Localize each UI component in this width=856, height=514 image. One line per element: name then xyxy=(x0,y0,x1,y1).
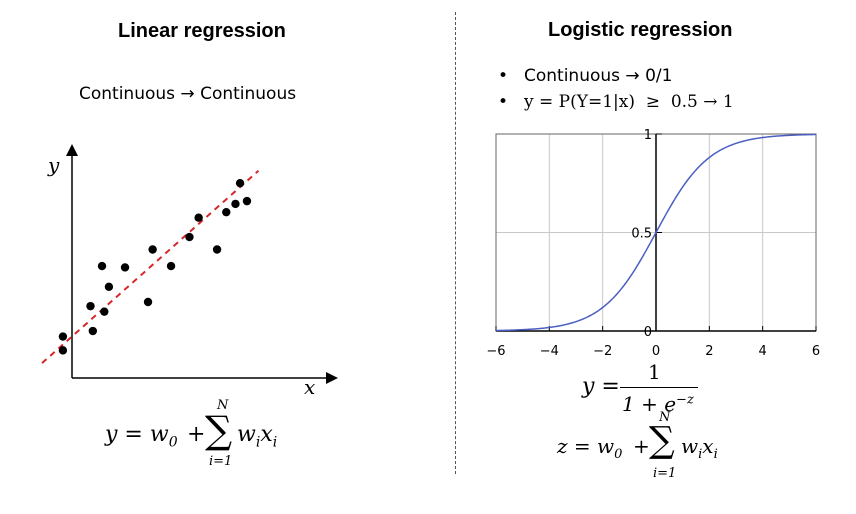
linear-regression-title: Linear regression xyxy=(118,20,286,42)
scatter-point xyxy=(88,326,98,336)
y-tick-label: 0 xyxy=(644,325,652,340)
sigmoid-tick-labels: −6 −4 −2 0 2 4 6 0 0.5 1 xyxy=(486,128,820,359)
linear-sum-lower: i=1 xyxy=(209,454,233,469)
x-tick-label: 0 xyxy=(652,344,660,359)
bullet-text-2: y = P(Y=1|x) ≥ 0.5 → 1 xyxy=(524,92,734,112)
scatter-point xyxy=(235,178,245,188)
scatter-point xyxy=(166,261,176,271)
x-tick-label: −6 xyxy=(486,344,505,359)
scatter-point xyxy=(185,232,194,242)
bullet-text-1: Continuous → 0/1 xyxy=(524,66,673,86)
bullet-icon: • xyxy=(498,92,509,112)
linear-sum-upper: N xyxy=(217,398,229,413)
scatter-point xyxy=(231,199,240,209)
x-tick-label: −4 xyxy=(540,344,559,359)
z-sum-upper: N xyxy=(659,410,671,425)
y-tick-label: 0.5 xyxy=(631,227,652,242)
regression-fit-line xyxy=(41,169,260,364)
bullet-item-2: • y = P(Y=1|x) ≥ 0.5 → 1 xyxy=(498,92,734,112)
scatter-points xyxy=(58,178,252,355)
scatter-point xyxy=(120,263,130,272)
z-formula-lhs: z = w0 xyxy=(557,434,623,462)
z-sum-lower: i=1 xyxy=(653,466,677,481)
x-tick-label: 4 xyxy=(759,344,767,359)
x-tick-label: 2 xyxy=(705,344,713,359)
sum-icon: ∑ xyxy=(649,420,675,461)
fraction-bar xyxy=(620,387,698,388)
scatter-x-label: x xyxy=(304,375,315,399)
arrow-icon: → xyxy=(180,84,195,104)
panel-divider xyxy=(455,12,456,474)
scatter-point xyxy=(86,301,95,311)
sigmoid-curve xyxy=(495,133,817,332)
bullet-item-1: • Continuous → 0/1 xyxy=(498,66,672,86)
sum-icon: ∑ xyxy=(205,408,233,452)
scatter-point xyxy=(97,261,107,271)
linear-subtitle-from: Continuous xyxy=(79,84,176,104)
scatter-point xyxy=(58,332,68,341)
x-tick-label: −2 xyxy=(593,344,612,359)
y-tick-label: 1 xyxy=(644,128,652,143)
linear-formula-plus: + xyxy=(187,422,206,447)
z-formula-plus: + xyxy=(633,434,650,458)
sigmoid-plot: −6 −4 −2 0 2 4 6 0 0.5 1 xyxy=(486,128,820,359)
scatter-point xyxy=(222,207,231,217)
sigmoid-numerator: 1 xyxy=(648,360,661,384)
linear-subtitle-to: Continuous xyxy=(200,84,297,104)
scatter-point xyxy=(242,196,252,206)
z-formula-term: wixi xyxy=(681,434,718,462)
sigmoid-denominator: 1 + e−z xyxy=(622,392,694,416)
scatter-point xyxy=(148,245,157,254)
scatter-y-label: y xyxy=(47,153,60,177)
linear-subtitle: Continuous → Continuous xyxy=(79,84,296,104)
logistic-regression-title: Logistic regression xyxy=(548,19,733,41)
x-tick-label: 6 xyxy=(812,344,820,359)
scatter-point xyxy=(194,213,203,222)
scatter-plot: y x xyxy=(41,144,338,399)
scatter-point xyxy=(100,307,109,316)
linear-formula-term: wixi xyxy=(237,422,278,451)
scatter-point xyxy=(58,346,68,355)
scatter-point xyxy=(143,297,153,307)
sigmoid-lhs: y = xyxy=(582,374,620,399)
scatter-point xyxy=(212,245,222,254)
bullet-icon: • xyxy=(498,66,509,86)
scatter-point xyxy=(104,282,114,291)
linear-formula-lhs: y = w0 xyxy=(105,422,178,451)
